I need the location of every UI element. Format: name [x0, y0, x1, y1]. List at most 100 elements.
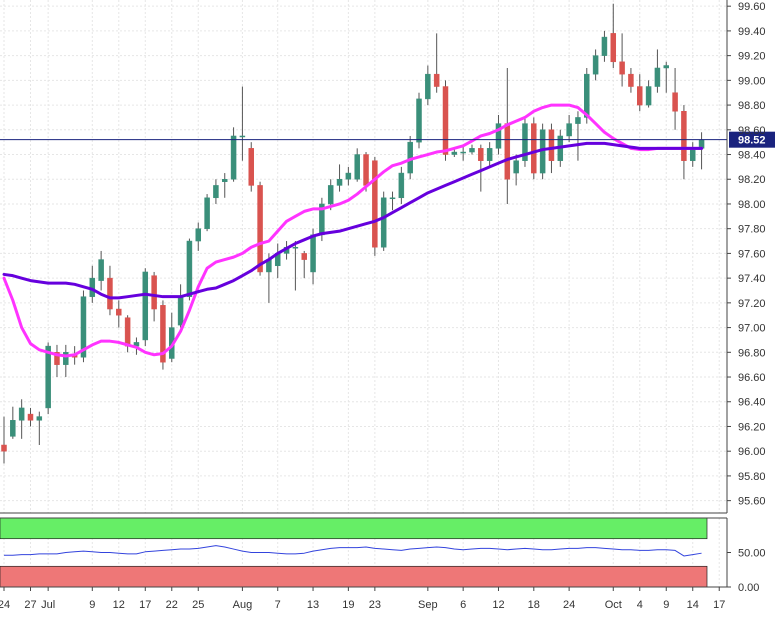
candle-down: [1, 444, 7, 452]
x-tick-label: 17: [139, 599, 151, 611]
y-tick-label: 97.60: [738, 248, 766, 260]
y-tick-label: 97.80: [738, 224, 766, 236]
candle-up: [398, 172, 405, 199]
x-tick-label: 25: [192, 599, 204, 611]
candle-up: [416, 98, 422, 143]
last-price-label: 98.52: [738, 135, 766, 147]
x-tick-label: 4: [637, 599, 643, 611]
x-tick-label: Oct: [605, 599, 622, 611]
tick-labels: 95.60 95.80 96.00 96.20 96.40 96.60 96.80 97.00…: [0, 1, 766, 611]
candle-up: [327, 185, 334, 205]
candle-up: [654, 67, 661, 87]
y-tick-label: 99.20: [738, 51, 766, 63]
candle-up: [36, 416, 43, 421]
candle-up: [451, 151, 458, 155]
candle-down: [116, 308, 122, 316]
x-tick-label: 24: [0, 599, 10, 611]
axes: [0, 0, 731, 591]
y-tick-label: 97.20: [738, 298, 766, 310]
candle-up: [592, 55, 599, 75]
x-tick-label: 9: [663, 599, 669, 611]
candle-down: [151, 275, 157, 310]
candle-up: [663, 65, 669, 69]
candle-down: [107, 277, 113, 310]
indicator-bands: [0, 517, 708, 588]
candle-up: [469, 148, 475, 153]
candle-down: [257, 185, 263, 273]
candle-up: [522, 123, 528, 161]
candle-up: [18, 407, 25, 421]
candle-down: [54, 352, 60, 365]
candle-up: [566, 123, 572, 137]
y-tick-label: 98.20: [738, 174, 766, 186]
candle-up: [142, 271, 149, 341]
x-tick-label: Aug: [233, 599, 253, 611]
candle-down: [548, 129, 555, 161]
candle-down: [442, 86, 449, 155]
candle-up: [513, 160, 519, 174]
y-tick-label: 95.60: [738, 496, 766, 508]
candle-up: [354, 154, 360, 180]
x-tick-label: 12: [492, 599, 504, 611]
candle-up: [45, 345, 51, 409]
candle-down: [628, 73, 634, 87]
candle-up: [601, 36, 608, 56]
candle-up: [80, 296, 87, 358]
y-tick-label: 98.40: [738, 150, 766, 162]
candle-down: [433, 73, 440, 87]
candle-down: [681, 111, 687, 161]
moving-average-line: [2, 141, 704, 300]
x-tick-label: 17: [713, 599, 725, 611]
candle-up: [63, 352, 69, 365]
candle-down: [672, 92, 678, 112]
candle-up: [689, 148, 696, 161]
y-tick-label: 97.40: [738, 273, 766, 285]
moving-average-line: [2, 103, 704, 358]
candle-down: [478, 148, 484, 161]
candle-up: [239, 135, 246, 138]
y-tick-label: 95.80: [738, 471, 766, 483]
candle-up: [389, 197, 396, 200]
candle-up: [345, 172, 352, 180]
candle-up: [177, 296, 184, 326]
x-tick-label: 14: [687, 599, 699, 611]
x-tick-label: 6: [460, 599, 466, 611]
candles: [1, 3, 705, 464]
candle-down: [504, 123, 511, 180]
candle-up: [204, 197, 210, 229]
y-tick-label: 96.60: [738, 372, 766, 384]
candle-up: [10, 420, 16, 437]
indicator-band: [0, 517, 708, 540]
candle-up: [336, 178, 343, 186]
candle-up: [186, 240, 193, 297]
candle-up: [495, 123, 502, 149]
candle-down: [27, 413, 34, 421]
indicator-y-tick-label: 0.00: [738, 582, 759, 594]
candle-down: [124, 317, 131, 347]
candle-down: [637, 86, 643, 106]
y-tick-label: 98.80: [738, 100, 766, 112]
candle-up: [222, 178, 228, 182]
candle-up: [486, 148, 493, 161]
x-tick-label: Sep: [418, 599, 438, 611]
candle-down: [248, 148, 254, 186]
y-tick-label: 98.60: [738, 125, 766, 137]
candle-up: [195, 228, 202, 242]
candle-down: [619, 61, 625, 75]
y-tick-label: 96.20: [738, 421, 766, 433]
indicator-y-tick-label: 50.00: [738, 548, 766, 560]
x-tick-label: 7: [275, 599, 281, 611]
candle-up: [292, 246, 299, 249]
candle-down: [610, 33, 617, 63]
y-tick-label: 99.40: [738, 26, 766, 38]
x-tick-label: 19: [342, 599, 354, 611]
indicator-line: [4, 545, 702, 557]
y-tick-label: 98.00: [738, 199, 766, 211]
candle-up: [425, 73, 431, 100]
y-tick-label: 99.60: [738, 1, 766, 13]
candle-up: [460, 151, 466, 154]
ma-lines: [0, 103, 775, 557]
candle-up: [584, 73, 590, 118]
candle-up: [230, 135, 237, 180]
